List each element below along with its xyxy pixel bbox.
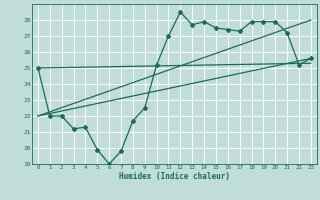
X-axis label: Humidex (Indice chaleur): Humidex (Indice chaleur): [119, 172, 230, 181]
